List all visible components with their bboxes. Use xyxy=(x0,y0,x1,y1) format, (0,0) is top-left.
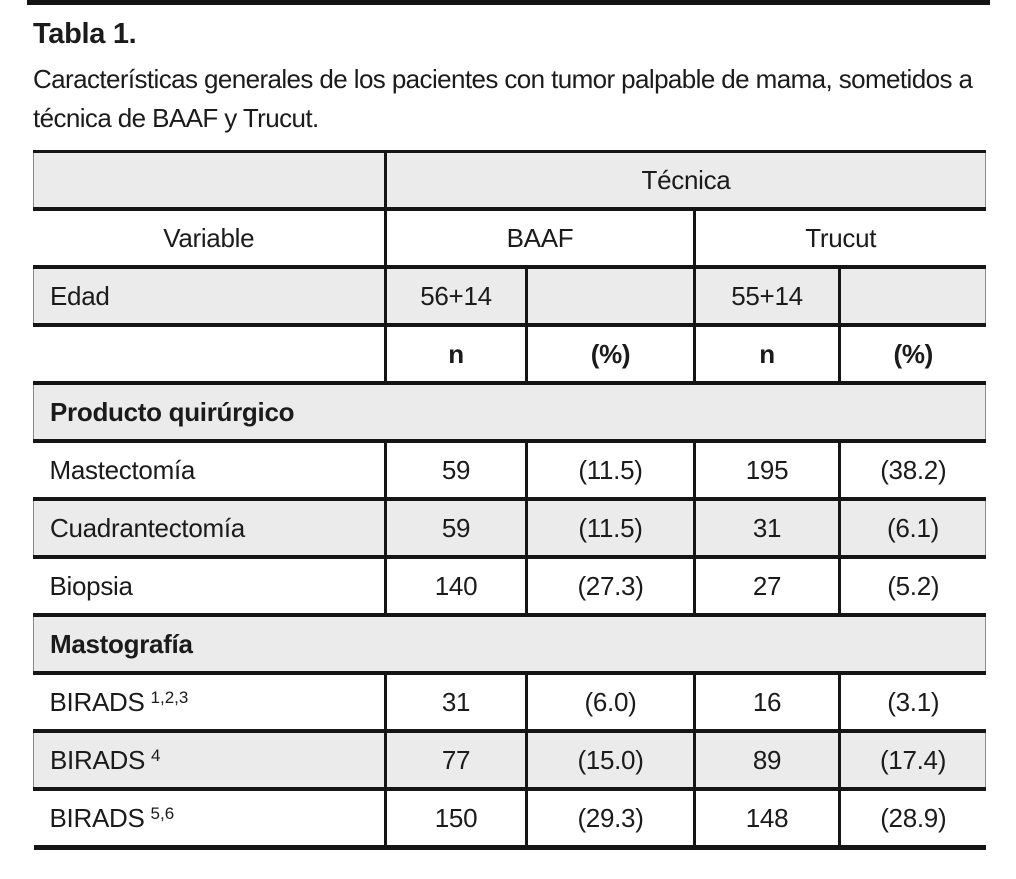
table-row-birads-4: BIRADS 4 77 (15.0) 89 (17.4) xyxy=(33,731,987,791)
table-row-technique-header: Técnica xyxy=(33,151,987,211)
trucut-n-cell: 16 xyxy=(693,673,840,733)
trucut-header-cell: Trucut xyxy=(692,209,986,269)
row-label-cell: BIRADS 5,6 xyxy=(33,789,386,850)
trucut-pct-header-cell: (%) xyxy=(837,325,986,385)
empty-corner-cell xyxy=(33,151,386,211)
table-row-birads-56: BIRADS 5,6 150 (29.3) 148 (28.9) xyxy=(33,789,986,850)
baaf-n-header-cell: n xyxy=(384,325,527,385)
stat-empty-cell xyxy=(33,325,386,385)
birads-label: BIRADS xyxy=(49,686,145,717)
row-label-cell: Biopsia xyxy=(33,557,386,617)
trucut-n-cell: 31 xyxy=(693,499,840,559)
table-row-group-header: Variable BAAF Trucut xyxy=(33,209,986,269)
baaf-pct-header-cell: (%) xyxy=(525,325,695,385)
baaf-n-cell: 31 xyxy=(384,673,527,733)
trucut-pct-cell: (28.9) xyxy=(837,789,986,850)
table-row-cuadrantectomia: Cuadrantectomía 59 (11.5) 31 (6.1) xyxy=(33,499,987,559)
baaf-n-cell: 59 xyxy=(384,441,527,501)
baaf-pct-cell: (15.0) xyxy=(525,731,695,791)
row-label-cell: BIRADS 4 xyxy=(33,731,386,791)
trucut-n-cell: 27 xyxy=(693,557,840,617)
baaf-n-cell: 77 xyxy=(384,731,527,791)
table-row-biopsia: Biopsia 140 (27.3) 27 (5.2) xyxy=(33,557,986,617)
baaf-n-cell: 59 xyxy=(384,499,527,559)
birads-label: BIRADS xyxy=(50,744,146,775)
trucut-n-cell: 148 xyxy=(693,789,840,850)
birads-superscript: 5,6 xyxy=(150,803,175,823)
table-row-mastectomia: Mastectomía 59 (11.5) 195 (38.2) xyxy=(33,441,986,501)
table-title: Tabla 1. xyxy=(33,18,137,50)
baaf-n-cell: 150 xyxy=(384,789,527,850)
age-label-cell: Edad xyxy=(33,267,386,327)
trucut-pct-cell: (6.1) xyxy=(837,499,987,559)
table-caption: Características generales de los pacient… xyxy=(33,64,973,133)
trucut-n-cell: 195 xyxy=(693,441,840,501)
age-trucut-value-cell: 55+14 xyxy=(693,267,840,327)
row-label-cell: Cuadrantectomía xyxy=(33,499,386,559)
trucut-n-header-cell: n xyxy=(693,325,840,385)
baaf-header-cell: BAAF xyxy=(384,209,695,269)
baaf-pct-cell: (27.3) xyxy=(525,557,695,617)
trucut-n-cell: 89 xyxy=(693,731,840,791)
trucut-pct-cell: (17.4) xyxy=(837,731,987,791)
baaf-n-cell: 140 xyxy=(384,557,527,617)
baaf-pct-cell: (29.3) xyxy=(525,789,695,850)
mammography-section-title-cell: Mastografía xyxy=(32,615,987,675)
top-horizontal-rule xyxy=(27,0,990,5)
baaf-pct-cell: (11.5) xyxy=(525,441,695,501)
birads-label: BIRADS xyxy=(49,802,145,833)
age-baaf-value-cell: 56+14 xyxy=(384,267,527,327)
characteristics-table: Técnica Variable BAAF Trucut Edad 56+14 … xyxy=(32,150,987,850)
baaf-pct-cell: (6.0) xyxy=(525,673,695,733)
section-header-mammography: Mastografía xyxy=(32,615,987,675)
section-header-surgical: Producto quirúrgico xyxy=(32,383,987,443)
table-row-age: Edad 56+14 55+14 xyxy=(33,267,987,327)
age-trucut-empty-cell xyxy=(837,267,987,327)
technique-header-cell: Técnica xyxy=(383,151,987,211)
variable-header-cell: Variable xyxy=(33,209,386,269)
birads-superscript: 1,2,3 xyxy=(150,687,189,707)
table-row-birads-123: BIRADS 1,2,3 31 (6.0) 16 (3.1) xyxy=(33,673,986,733)
trucut-pct-cell: (3.1) xyxy=(837,673,986,733)
row-label-cell: Mastectomía xyxy=(33,441,386,501)
table-row-stat-headers: n (%) n (%) xyxy=(33,325,986,385)
trucut-pct-cell: (38.2) xyxy=(837,441,986,501)
birads-superscript: 4 xyxy=(151,745,161,765)
surgical-section-title-cell: Producto quirúrgico xyxy=(32,383,987,443)
trucut-pct-cell: (5.2) xyxy=(837,557,986,617)
row-label-cell: BIRADS 1,2,3 xyxy=(33,673,386,733)
age-baaf-empty-cell xyxy=(525,267,695,327)
baaf-pct-cell: (11.5) xyxy=(525,499,695,559)
